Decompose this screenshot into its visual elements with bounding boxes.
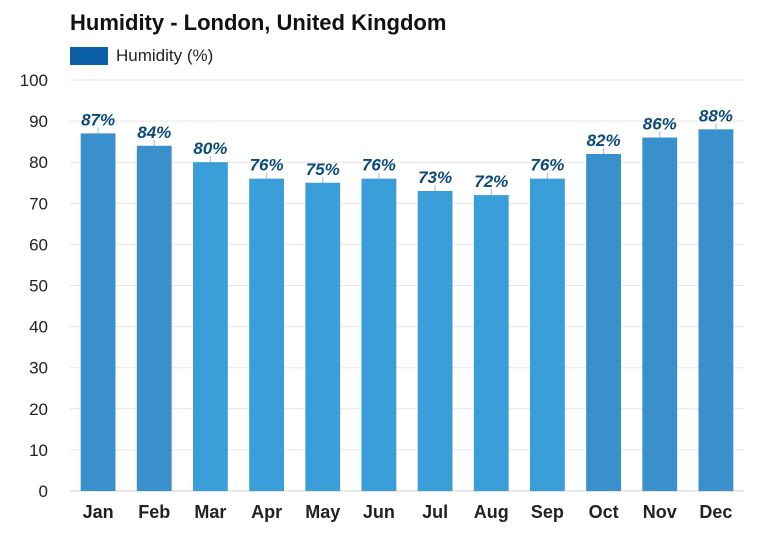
bar-aug	[473, 195, 509, 491]
data-label: 76%	[530, 156, 564, 175]
y-tick-label: 20	[29, 400, 48, 419]
bar-feb	[136, 145, 172, 491]
bar-jan	[80, 133, 116, 491]
x-tick-label: Dec	[699, 502, 732, 522]
x-tick-label: Aug	[474, 502, 509, 522]
y-tick-label: 90	[29, 112, 48, 131]
y-tick-label: 40	[29, 318, 48, 337]
bar-jul	[417, 190, 453, 491]
x-tick-label: Jan	[83, 502, 114, 522]
bar-mar	[193, 162, 228, 491]
x-tick-label: Nov	[643, 502, 677, 522]
bar-sep	[530, 178, 565, 491]
x-tick-label: Oct	[589, 502, 619, 522]
legend-label: Humidity (%)	[116, 46, 214, 65]
y-tick-label: 50	[29, 277, 48, 296]
chart-legend: Humidity (%)	[70, 46, 213, 66]
y-tick-label: 60	[29, 235, 48, 254]
x-tick-label: Feb	[138, 502, 170, 522]
data-label: 84%	[137, 123, 171, 142]
x-tick-label: Jul	[422, 502, 448, 522]
x-tick-label: Mar	[194, 502, 226, 522]
data-label: 76%	[250, 156, 284, 175]
data-label: 88%	[699, 106, 733, 125]
data-label: 76%	[362, 156, 396, 175]
legend-swatch	[70, 47, 108, 65]
x-tick-label: Apr	[251, 502, 282, 522]
bar-may	[305, 182, 341, 491]
y-tick-label: 0	[39, 482, 48, 501]
bar-jun	[361, 178, 397, 491]
x-tick-label: Jun	[363, 502, 395, 522]
bar-nov	[642, 137, 678, 492]
y-tick-label: 100	[20, 71, 48, 90]
x-tick-label: May	[305, 502, 340, 522]
data-label: 72%	[474, 172, 508, 191]
data-label: 86%	[643, 115, 677, 134]
y-tick-label: 80	[29, 153, 48, 172]
data-label: 75%	[306, 160, 340, 179]
x-tick-label: Sep	[531, 502, 564, 522]
y-tick-label: 30	[29, 359, 48, 378]
y-tick-label: 10	[29, 441, 48, 460]
bar-apr	[249, 178, 284, 491]
data-label: 87%	[81, 110, 115, 129]
data-label: 73%	[418, 168, 452, 187]
y-tick-label: 70	[29, 194, 48, 213]
bar-dec	[698, 129, 734, 491]
data-label: 80%	[193, 139, 227, 158]
bar-oct	[586, 153, 621, 492]
data-label: 82%	[587, 131, 621, 150]
chart-title: Humidity - London, United Kingdom	[70, 10, 447, 35]
